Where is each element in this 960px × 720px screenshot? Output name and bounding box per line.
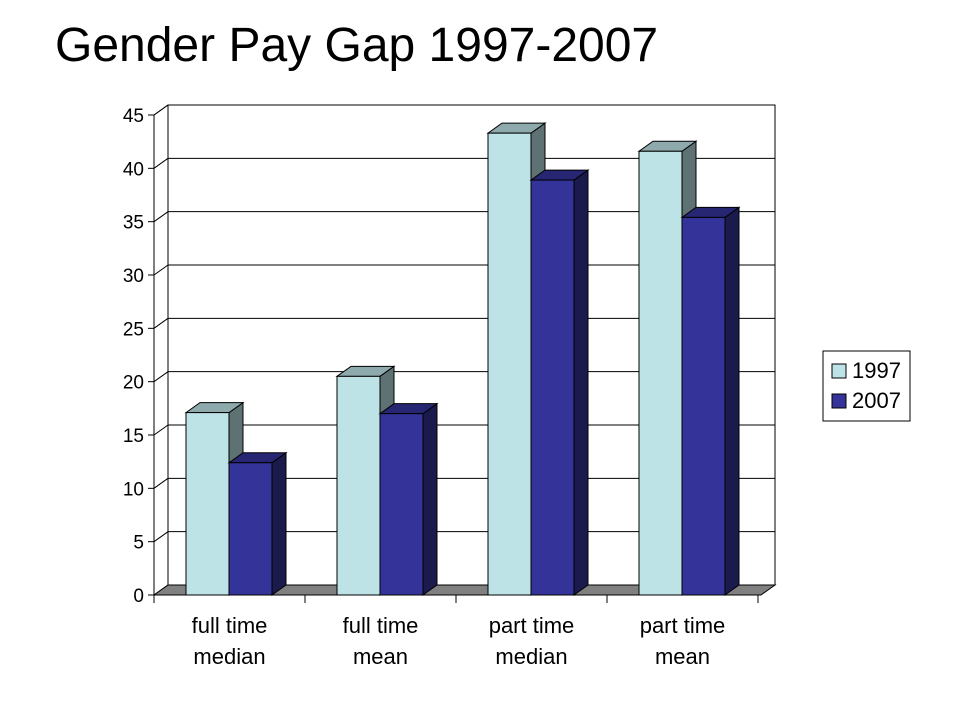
y-axis-ticks: 0 5 10 15 20 25 30 35 40 45 xyxy=(123,106,154,607)
bar-front-face xyxy=(185,412,230,596)
y-tick-label: 5 xyxy=(133,533,144,554)
x-category-label: mean xyxy=(353,644,408,669)
bar-side-face xyxy=(271,451,287,596)
bar-side-face xyxy=(422,402,438,596)
legend: 1997 2007 xyxy=(822,350,911,422)
side-wall-gridline xyxy=(153,211,169,223)
side-wall-gridline xyxy=(153,371,169,383)
x-axis-labels: full time median full time mean part time med… xyxy=(192,613,726,669)
bar-side-face xyxy=(573,169,589,596)
bar-front-face xyxy=(487,132,532,596)
x-category-label: median xyxy=(495,644,567,669)
bar-front-face xyxy=(530,179,575,596)
y-tick-label: 45 xyxy=(123,106,144,127)
bar-front-face xyxy=(681,216,726,596)
legend-label-2007: 2007 xyxy=(852,388,901,413)
legend-box xyxy=(822,350,911,422)
x-category-label: part time xyxy=(489,613,575,638)
side-wall-top-edge xyxy=(153,104,169,116)
bar-front-face xyxy=(638,150,683,596)
x-category-label: median xyxy=(193,644,265,669)
bar-front-face xyxy=(228,462,273,596)
x-category-label: part time xyxy=(640,613,726,638)
x-category-label: mean xyxy=(655,644,710,669)
x-category-label: full time xyxy=(192,613,268,638)
bar-front-face xyxy=(336,375,381,596)
side-wall-gridline xyxy=(153,477,169,489)
side-wall-gridline xyxy=(153,157,169,169)
bars xyxy=(184,122,741,596)
y-tick-label: 30 xyxy=(123,266,144,287)
bar-2007-3 xyxy=(680,206,741,596)
y-tick-label: 0 xyxy=(133,586,144,607)
bar-2007-0 xyxy=(227,451,288,596)
y-tick-label: 35 xyxy=(123,213,144,234)
y-tick-label: 25 xyxy=(123,319,144,340)
bar-2007-1 xyxy=(378,402,439,596)
y-tick-label: 40 xyxy=(123,159,144,180)
legend-label-1997: 1997 xyxy=(852,358,901,383)
bar-2007-2 xyxy=(529,169,590,596)
y-tick-label: 15 xyxy=(123,426,144,447)
x-category-label: full time xyxy=(343,613,419,638)
side-wall-gridline xyxy=(153,264,169,276)
legend-swatch-2007 xyxy=(831,393,847,409)
bar-front-face xyxy=(379,413,424,596)
side-wall-gridline xyxy=(153,531,169,543)
slide-title: Gender Pay Gap 1997-2007 xyxy=(55,19,659,72)
y-tick-label: 10 xyxy=(123,479,144,500)
legend-swatch-1997 xyxy=(831,363,847,379)
bar-side-face xyxy=(724,206,740,596)
y-tick-label: 20 xyxy=(123,373,144,394)
side-wall-gridline xyxy=(153,424,169,436)
side-wall-gridline xyxy=(153,317,169,329)
